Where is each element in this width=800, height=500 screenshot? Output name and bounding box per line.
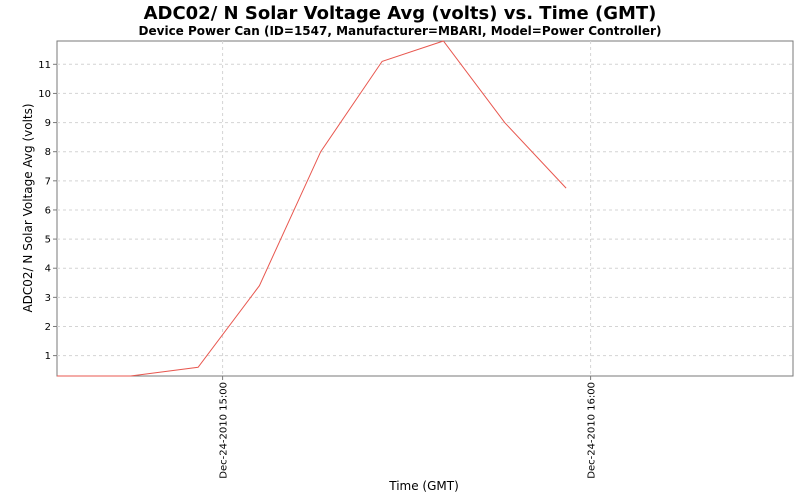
y-tick-label: 7 [45,176,51,187]
y-tick-label: 1 [45,351,51,362]
y-axis-label: ADC02/ N Solar Voltage Avg (volts) [21,103,35,312]
x-tick-label: Dec-24-2010 16:00 [587,382,598,479]
y-tick-label: 8 [45,147,51,158]
series-layer [57,40,567,377]
series-line [57,40,567,377]
x-axis-ticks: Dec-24-2010 15:00 Dec-24-2010 16:00 [219,376,598,479]
chart-subtitle: Device Power Can (ID=1547, Manufacturer=… [139,24,662,38]
y-tick-label: 2 [45,322,51,333]
y-tick-label: 9 [45,118,51,129]
chart-title: ADC02/ N Solar Voltage Avg (volts) vs. T… [144,3,657,24]
y-tick-label: 11 [38,60,51,71]
y-tick-label: 10 [38,89,51,100]
y-tick-label: 6 [45,205,51,216]
x-axis-label: Time (GMT) [388,479,459,493]
plot-area [56,40,794,377]
y-tick-label: 3 [45,293,51,304]
y-tick-label: 5 [45,235,51,246]
grid-lines [57,41,793,376]
x-tick-label: Dec-24-2010 15:00 [219,382,230,479]
y-tick-label: 4 [45,264,51,275]
y-axis-ticks: 1 2 3 4 5 6 7 8 9 10 11 [38,60,57,362]
